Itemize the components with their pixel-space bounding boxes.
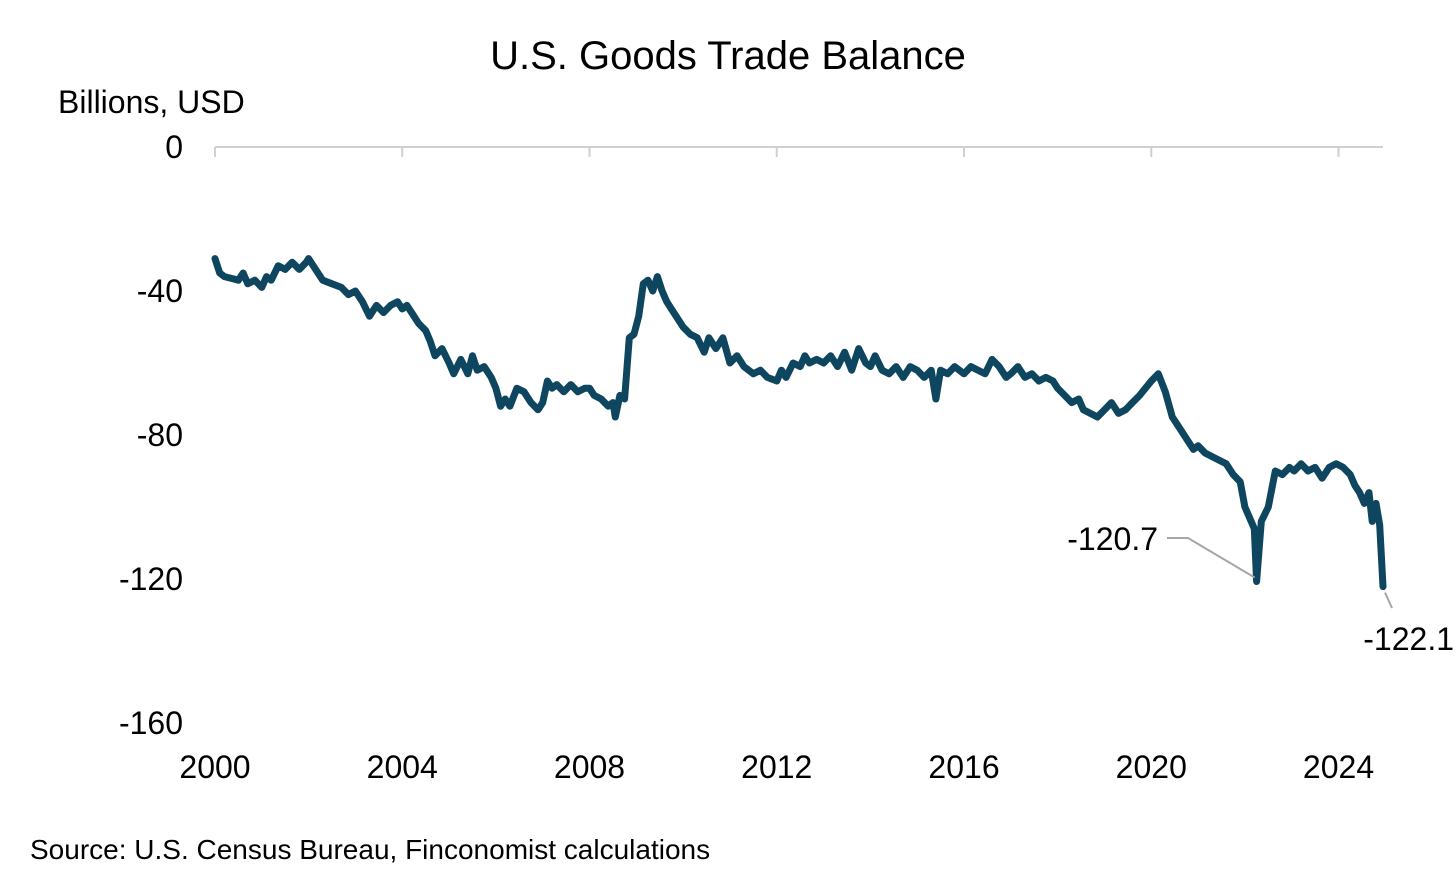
annotation-layer: -120.7 -122.1 [1067,521,1454,657]
x-tick-label: 2012 [741,749,812,785]
annotation-label: -120.7 [1067,521,1158,557]
x-tick-label: 2008 [554,749,625,785]
x-tick-label: 2000 [179,749,250,785]
x-tick-label: 2004 [367,749,438,785]
annotation-label: -122.1 [1363,621,1454,657]
y-tick-label: -40 [137,273,183,309]
chart-title: U.S. Goods Trade Balance [490,34,966,78]
y-tick-label: -160 [119,705,183,741]
x-tick-label: 2016 [928,749,999,785]
annotation-leader-line [1167,537,1256,579]
axis-layer: 2000 2004 2008 2012 2016 2020 2024 0 -40 -80 -120 -… [119,129,1383,785]
series-line [211,255,1387,591]
y-tick-label: 0 [165,129,183,165]
y-axis-unit-label: Billions, USD [58,84,245,120]
series-layer [211,255,1387,591]
x-tick-label: 2020 [1116,749,1187,785]
y-tick-label: -80 [137,417,183,453]
annotation-leader-line [1384,592,1393,609]
y-tick-label: -120 [119,561,183,597]
source-note: Source: U.S. Census Bureau, Finconomist … [30,834,711,865]
x-tick-label: 2024 [1303,749,1374,785]
